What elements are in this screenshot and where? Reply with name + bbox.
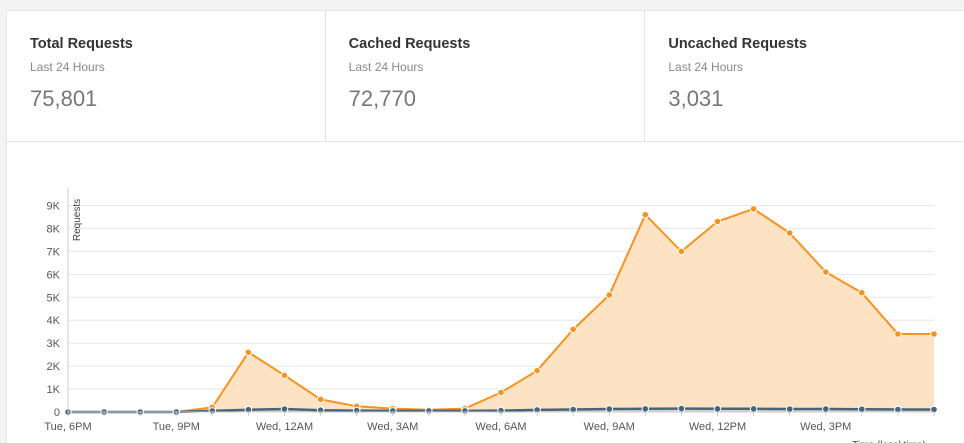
uncached-requests-point[interactable] xyxy=(677,404,686,413)
stat-value: 3,031 xyxy=(668,86,724,111)
chart-grid xyxy=(68,204,934,413)
uncached-requests-point[interactable] xyxy=(749,405,758,413)
chart-axes: 0 1K 2K 3K 4K 5K 6K 7K 8K 9K Tue, 6PM Tue, 9PM Wed, … xyxy=(44,188,935,443)
y-axis-title: Requests xyxy=(72,199,83,241)
uncached-requests-point[interactable] xyxy=(713,405,722,413)
cached-requests-point[interactable] xyxy=(533,366,541,375)
stat-subtitle: Last 24 Hours xyxy=(30,60,105,74)
x-axis-title: Time (local time) xyxy=(852,440,926,443)
uncached-requests-point[interactable] xyxy=(605,405,614,413)
cached-requests-point[interactable] xyxy=(713,217,722,226)
stat-title: Total Requests xyxy=(30,36,133,52)
cached-requests-point[interactable] xyxy=(749,205,758,213)
cached-requests-point[interactable] xyxy=(785,229,794,237)
cached-requests-point[interactable] xyxy=(316,395,325,404)
x-tick-label: Tue, 9PM xyxy=(153,421,200,433)
cached-requests-point[interactable] xyxy=(605,291,614,299)
x-tick-label: Wed, 3PM xyxy=(800,421,851,433)
cached-requests-point[interactable] xyxy=(930,330,938,338)
x-tick-label: Wed, 6AM xyxy=(475,421,526,433)
y-tick-label: 3K xyxy=(47,338,61,350)
cached-requests-point[interactable] xyxy=(677,247,686,256)
cached-requests-card: Cached Requests Last 24 Hours 72,770 xyxy=(325,11,646,142)
cached-requests-point[interactable] xyxy=(497,388,505,397)
uncached-requests-point[interactable] xyxy=(641,405,650,413)
uncached-requests-card: Uncached Requests Last 24 Hours 3,031 xyxy=(645,11,964,142)
cached-requests-point[interactable] xyxy=(822,268,830,276)
stat-value: 72,770 xyxy=(348,86,416,111)
stat-title: Uncached Requests xyxy=(668,36,807,52)
uncached-requests-point[interactable] xyxy=(785,405,794,413)
cached-requests-point[interactable] xyxy=(894,330,902,338)
chart-points[interactable] xyxy=(64,205,938,416)
requests-area-chart[interactable]: 0 1K 2K 3K 4K 5K 6K 7K 8K 9K Tue, 6PM Tue, 9PM Wed, … xyxy=(7,142,964,443)
x-tick-label: Wed, 12PM xyxy=(689,421,746,433)
cached-requests-point[interactable] xyxy=(280,371,289,380)
total-requests-card: Total Requests Last 24 Hours 75,801 xyxy=(7,11,326,142)
cached-requests-area xyxy=(68,208,934,412)
stat-value: 75,801 xyxy=(30,86,98,111)
cached-requests-point[interactable] xyxy=(569,325,578,334)
y-tick-label: 4K xyxy=(47,315,61,327)
cached-requests-point[interactable] xyxy=(641,210,650,219)
x-tick-label: Wed, 3AM xyxy=(367,421,418,433)
stat-subtitle: Last 24 Hours xyxy=(348,60,424,74)
x-tick-label: Wed, 12AM xyxy=(256,421,313,433)
x-tick-label: Wed, 9AM xyxy=(584,421,635,433)
y-tick-label: 2K xyxy=(47,361,61,373)
y-tick-label: 7K xyxy=(47,246,61,258)
y-tick-label: 0 xyxy=(54,407,60,419)
chart-areas xyxy=(68,208,934,412)
stats-row: Total Requests Last 24 Hours 75,801 Cach… xyxy=(6,10,964,142)
stat-title: Cached Requests xyxy=(348,36,471,52)
cached-requests-point[interactable] xyxy=(244,348,253,357)
y-tick-label: 5K xyxy=(47,292,61,304)
y-tick-label: 6K xyxy=(47,269,61,281)
y-tick-label: 9K xyxy=(47,200,61,212)
stat-subtitle: Last 24 Hours xyxy=(668,60,744,74)
requests-chart-panel: 0 1K 2K 3K 4K 5K 6K 7K 8K 9K Tue, 6PM Tue, 9PM Wed, … xyxy=(6,142,964,443)
uncached-requests-point[interactable] xyxy=(280,405,289,413)
y-tick-label: 1K xyxy=(47,384,61,396)
cached-requests-point[interactable] xyxy=(858,288,866,297)
uncached-requests-point[interactable] xyxy=(822,405,830,413)
y-tick-label: 8K xyxy=(47,223,61,235)
x-tick-label: Tue, 6PM xyxy=(44,421,91,433)
